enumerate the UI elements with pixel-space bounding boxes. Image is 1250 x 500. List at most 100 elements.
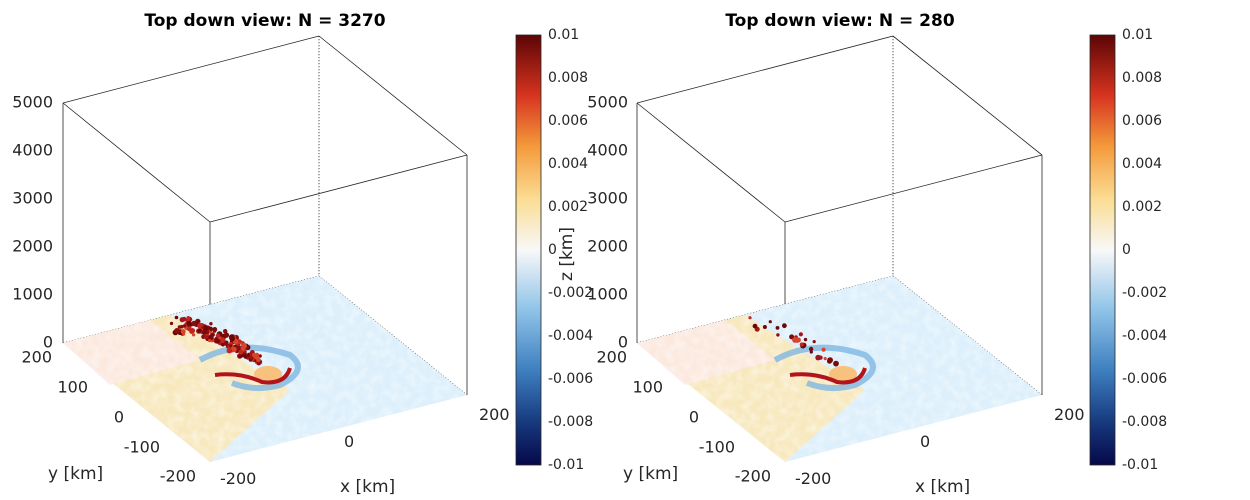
- particle-point: [752, 323, 758, 329]
- colorbar: 0.01 0.008 0.006 0.004 0.002 0 -0.002 -0…: [1089, 27, 1167, 473]
- particle-point: [220, 337, 226, 343]
- particle-point: [798, 332, 804, 337]
- z-tick: 1000: [12, 285, 53, 304]
- particle-point: [231, 346, 237, 353]
- particle-point: [223, 329, 228, 334]
- particles: [748, 316, 839, 367]
- particle-point: [223, 332, 230, 338]
- colorbar-tick: -0.006: [1122, 371, 1167, 387]
- colorbar-tick: 0.01: [548, 27, 579, 43]
- x-tick: 0: [344, 432, 354, 451]
- particle-point: [199, 323, 204, 327]
- particle-point: [251, 353, 256, 358]
- x-axis-label: x [km]: [340, 477, 395, 497]
- particle-point: [215, 333, 220, 338]
- x-axis: -200 0 200 x [km]: [220, 405, 510, 497]
- particle-point: [833, 360, 839, 367]
- colorbar-tick: 0.008: [548, 70, 588, 86]
- colorbar-tick: 0.004: [548, 156, 588, 172]
- colorbar-tick: -0.008: [1122, 414, 1167, 430]
- colorbar-tick: -0.01: [548, 457, 584, 473]
- particle-point: [258, 354, 262, 358]
- particle-point: [748, 316, 752, 320]
- y-axis: 200 100 0 -100 -200 y [km]: [596, 348, 771, 486]
- z-axis: 5000 4000 3000 2000 1000 0: [12, 93, 53, 352]
- floor-field: [637, 276, 1042, 462]
- y-axis-label: y [km]: [48, 464, 103, 484]
- x-axis-label: x [km]: [915, 477, 970, 497]
- colorbar-tick: 0.006: [1122, 113, 1162, 129]
- colorbar-tick: -0.008: [548, 414, 593, 430]
- particle-point: [775, 326, 780, 330]
- y-tick: 100: [632, 378, 663, 397]
- particle-point: [768, 320, 772, 324]
- x-tick: 200: [479, 405, 510, 424]
- particle-point: [238, 339, 242, 344]
- colorbar-gradient: [1089, 34, 1116, 466]
- particle-point: [809, 350, 813, 354]
- colorbar: 0.01 0.008 0.006 0.004 0.002 0 -0.002 -0…: [515, 27, 593, 473]
- z-tick: 0: [43, 333, 53, 352]
- colorbar-tick: -0.004: [548, 328, 593, 344]
- z-tick: 2000: [587, 237, 628, 256]
- particle-point: [795, 337, 801, 343]
- particle-point: [182, 324, 187, 328]
- particle-point: [827, 357, 833, 363]
- panel-2: Top down view: N = 280 5000 4000: [587, 11, 1167, 497]
- particle-point: [188, 326, 192, 330]
- y-tick: -100: [124, 438, 160, 457]
- z-axis-label: z [km]: [557, 227, 577, 281]
- particle-point: [209, 322, 213, 326]
- z-tick: 2000: [12, 237, 53, 256]
- particle-point: [812, 340, 816, 344]
- z-axis: 5000 4000 3000 2000 1000 0: [587, 93, 628, 352]
- colorbar-tick: 0.002: [548, 199, 588, 215]
- x-tick: 200: [1054, 405, 1085, 424]
- z-tick: 0: [618, 333, 628, 352]
- colorbar-tick: 0: [1122, 242, 1131, 258]
- particle-point: [776, 333, 780, 337]
- y-tick: -200: [735, 467, 771, 486]
- z-tick: 4000: [12, 141, 53, 160]
- particle-point: [782, 323, 787, 329]
- colorbar-tick: 0.002: [1122, 199, 1162, 215]
- particle-point: [177, 325, 182, 329]
- chart-title: Top down view: N = 3270: [144, 11, 385, 31]
- particle-point: [228, 334, 235, 341]
- colorbar-tick: 0.008: [1122, 70, 1162, 86]
- colorbar-tick: -0.002: [548, 285, 593, 301]
- particle-point: [226, 347, 233, 354]
- colorbar-tick: -0.002: [1122, 285, 1167, 301]
- x-axis: -200 0 200 x [km]: [795, 405, 1085, 497]
- particle-point: [815, 354, 821, 361]
- particle-point: [186, 316, 191, 320]
- particle-point: [191, 333, 196, 337]
- particle-point: [241, 342, 248, 349]
- colorbar-tick: -0.01: [1122, 457, 1158, 473]
- z-tick: 3000: [12, 189, 53, 208]
- z-tick: 5000: [12, 93, 53, 112]
- y-axis: 200 100 0 -100 -200 y [km]: [21, 348, 196, 486]
- x-tick: -200: [795, 469, 831, 488]
- particle-point: [762, 325, 767, 329]
- particle-point: [201, 330, 207, 335]
- z-tick: 3000: [587, 189, 628, 208]
- particle-point: [208, 334, 214, 340]
- y-tick: -200: [160, 467, 196, 486]
- z-tick: 5000: [587, 93, 628, 112]
- colorbar-tick: 0.006: [548, 113, 588, 129]
- particle-point: [229, 344, 233, 348]
- y-tick: 0: [689, 408, 699, 427]
- particle-point: [256, 357, 261, 363]
- y-tick: 100: [57, 378, 88, 397]
- colorbar-tick: 0.01: [1122, 27, 1153, 43]
- z-tick: 4000: [587, 141, 628, 160]
- particle-point: [174, 315, 179, 320]
- particle-point: [821, 347, 826, 352]
- particle-point: [799, 342, 804, 347]
- particle-point: [215, 338, 221, 344]
- particle-point: [208, 339, 212, 343]
- chart-title: Top down view: N = 280: [725, 11, 955, 31]
- particles: [169, 315, 263, 366]
